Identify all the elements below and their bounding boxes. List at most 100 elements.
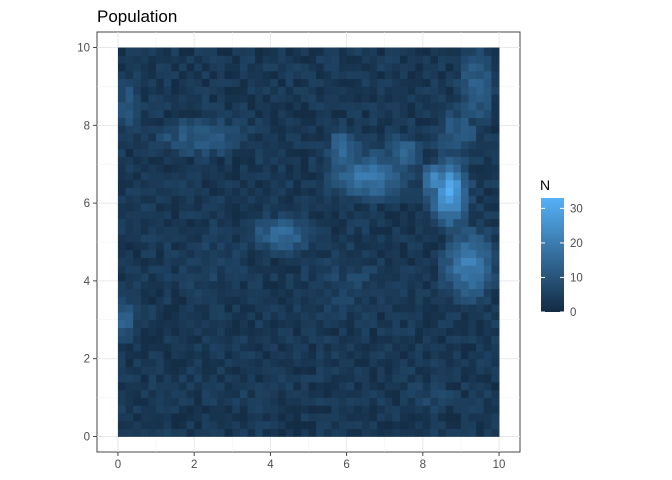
heatmap-cell: [285, 428, 294, 437]
heatmap-cell: [483, 156, 492, 165]
heatmap-cell: [278, 78, 287, 87]
heatmap-cell: [232, 164, 241, 173]
heatmap-cell: [255, 273, 264, 282]
heatmap-cell: [369, 195, 378, 204]
heatmap-cell: [255, 172, 264, 181]
heatmap-cell: [331, 156, 340, 165]
heatmap-cell: [323, 187, 332, 196]
heatmap-cell: [232, 102, 241, 111]
heatmap-cell: [232, 358, 241, 367]
heatmap-cell: [407, 366, 416, 375]
heatmap-cell: [247, 133, 256, 142]
heatmap-cell: [209, 140, 218, 150]
heatmap-cell: [140, 55, 149, 64]
heatmap-cell: [171, 109, 180, 118]
heatmap-cell: [163, 405, 172, 414]
heatmap-cell: [361, 63, 370, 72]
heatmap-cell: [278, 350, 287, 360]
heatmap-cell: [270, 156, 279, 165]
heatmap-cell: [255, 257, 264, 266]
heatmap-cell: [399, 226, 408, 235]
heatmap-cell: [483, 374, 492, 383]
heatmap-cell: [460, 187, 469, 196]
heatmap-cell: [361, 47, 370, 56]
heatmap-cell: [338, 195, 348, 204]
heatmap-cell: [384, 164, 393, 173]
heatmap-cell: [156, 164, 165, 173]
heatmap-cell: [178, 218, 187, 227]
heatmap-cell: [163, 366, 172, 375]
heatmap-cell: [422, 249, 431, 258]
heatmap-cell: [171, 164, 180, 173]
heatmap-cell: [377, 304, 386, 313]
heatmap-cell: [262, 226, 271, 235]
heatmap-cell: [491, 70, 500, 80]
heatmap-cell: [270, 242, 279, 251]
heatmap-cell: [186, 218, 195, 227]
heatmap-cell: [491, 148, 500, 157]
heatmap-cell: [262, 164, 271, 173]
heatmap-cell: [201, 55, 210, 64]
heatmap-cell: [194, 70, 203, 80]
heatmap-cell: [232, 86, 241, 95]
heatmap-cell: [491, 428, 500, 437]
heatmap-cell: [445, 218, 454, 227]
heatmap-cell: [377, 374, 386, 383]
heatmap-cell: [140, 125, 149, 134]
heatmap-cell: [468, 187, 477, 196]
heatmap-cell: [422, 257, 431, 266]
heatmap-cell: [346, 296, 355, 305]
heatmap-cell: [171, 172, 180, 181]
heatmap-cell: [300, 296, 309, 305]
legend-title: N: [540, 177, 550, 193]
heatmap-cell: [483, 148, 492, 157]
heatmap-cell: [194, 265, 203, 274]
heatmap-cell: [323, 179, 332, 188]
heatmap-cell: [239, 148, 248, 157]
heatmap-cell: [201, 335, 210, 344]
heatmap-cell: [293, 397, 302, 406]
heatmap-cell: [217, 280, 226, 290]
heatmap-cell: [323, 148, 332, 157]
heatmap-cell: [415, 102, 424, 111]
heatmap-cell: [262, 265, 271, 274]
heatmap-cell: [194, 55, 203, 64]
heatmap-cell: [361, 55, 370, 64]
heatmap-cell: [262, 94, 271, 103]
heatmap-cell: [262, 47, 271, 56]
heatmap-cell: [178, 47, 187, 56]
heatmap-cell: [468, 148, 477, 157]
heatmap-cell: [262, 382, 271, 391]
heatmap-cell: [491, 234, 500, 243]
heatmap-cell: [323, 117, 332, 126]
heatmap-cell: [483, 140, 492, 150]
heatmap-cell: [377, 335, 386, 344]
heatmap-cell: [399, 397, 408, 406]
heatmap-cell: [445, 133, 454, 142]
heatmap-cell: [133, 413, 142, 422]
heatmap-cell: [346, 78, 355, 87]
heatmap-cell: [369, 265, 378, 274]
heatmap-cell: [316, 140, 325, 150]
heatmap-cell: [438, 195, 447, 204]
heatmap-cell: [300, 148, 309, 157]
heatmap-cell: [445, 405, 454, 414]
heatmap-cell: [171, 366, 180, 375]
heatmap-cell: [140, 397, 149, 406]
heatmap-cell: [209, 234, 218, 243]
heatmap-cell: [338, 242, 348, 251]
heatmap-cell: [285, 86, 294, 95]
heatmap-cell: [262, 319, 271, 328]
heatmap-cell: [285, 203, 294, 212]
heatmap-cell: [468, 249, 477, 258]
heatmap-cell: [117, 86, 126, 95]
heatmap-cell: [476, 102, 485, 111]
heatmap-cell: [217, 117, 226, 126]
heatmap-cell: [445, 420, 454, 430]
heatmap-cell: [209, 226, 218, 235]
heatmap-cell: [338, 63, 348, 72]
heatmap-cell: [171, 234, 180, 243]
heatmap-cell: [133, 156, 142, 165]
heatmap-cell: [133, 312, 142, 321]
heatmap-cell: [117, 109, 126, 118]
